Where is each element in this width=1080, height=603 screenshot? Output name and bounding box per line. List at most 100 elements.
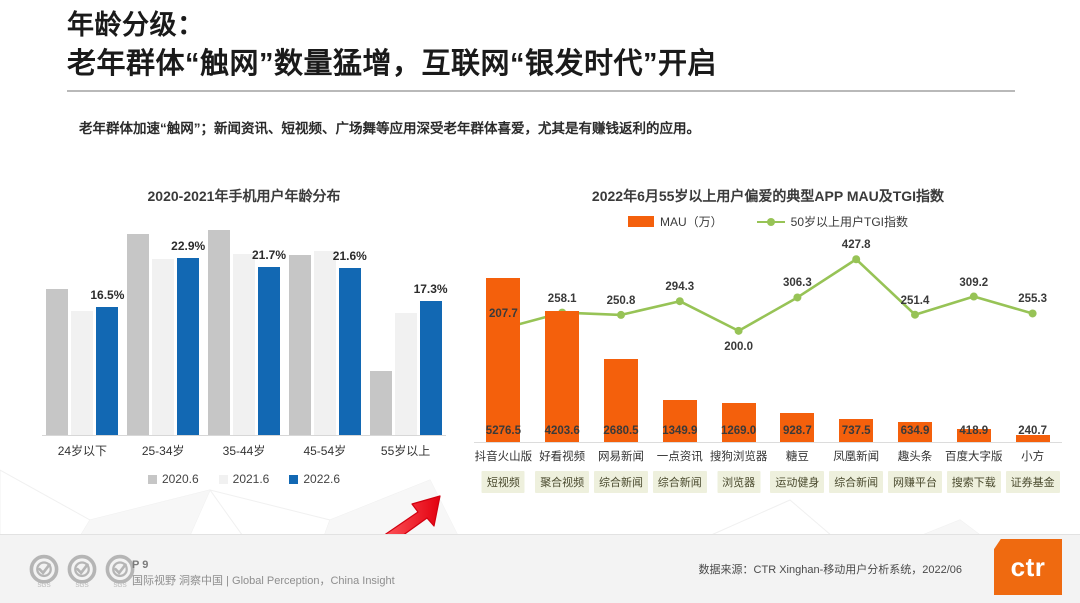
page-number: P 9 bbox=[132, 559, 149, 571]
tgi-point-10 bbox=[1028, 309, 1037, 318]
age-axis-label-5: 55岁以上 bbox=[380, 444, 431, 458]
footer-text-block: P 9 国际视野 洞察中国 | Global Perception，China … bbox=[132, 558, 395, 589]
sgs-check-icon: SGS bbox=[67, 554, 97, 589]
mau-bar-4 bbox=[662, 400, 697, 442]
app-category-chip-4: 综合新闻 bbox=[652, 471, 707, 493]
footer-tagline: 国际视野 洞察中国 | Global Perception，China Insi… bbox=[132, 575, 395, 587]
mau-bar-8 bbox=[898, 422, 932, 442]
legend-swatch-icon bbox=[289, 474, 299, 484]
legend-label-tgi: 50岁以上用户TGI指数 bbox=[790, 215, 909, 229]
age-axis-label-4: 45-54岁 bbox=[303, 444, 347, 458]
chart-title-age-distribution: 2020-2021年手机用户年龄分布 bbox=[147, 188, 341, 204]
app-name-label-3: 网易新闻 bbox=[598, 451, 644, 463]
sgs-check-icon: SGS bbox=[29, 554, 59, 589]
age-bar-value-label: 21.6% bbox=[332, 248, 367, 263]
app-chart-plot-area: 5276.5 4203.6 2680.5 1349.9 1269.0 928.7 737.5… bbox=[474, 238, 1062, 443]
age-chart-axis-line bbox=[42, 435, 446, 436]
tgi-value-label: 427.8 bbox=[841, 239, 871, 252]
mau-bar-6 bbox=[780, 413, 815, 442]
mau-bar-10 bbox=[1015, 434, 1050, 442]
app-category-chip-1: 短视频 bbox=[481, 471, 525, 493]
age-group-2: 22.9% bbox=[127, 222, 205, 435]
mau-bar-value-label: 2680.5 bbox=[603, 425, 639, 437]
age-bar-2021-6 bbox=[313, 251, 336, 435]
slide-title-block: 年龄分级： 老年群体“触网”数量猛增，互联网“银发时代”开启 bbox=[67, 8, 1017, 83]
legend-swatch-icon bbox=[147, 474, 157, 484]
age-axis-label-2: 25-34岁 bbox=[141, 444, 185, 458]
app-chart-axis-line bbox=[474, 442, 1062, 443]
app-name-label-9: 百度大字版 bbox=[945, 451, 1003, 463]
age-bar-2020-6 bbox=[288, 255, 311, 435]
tgi-value-label: 294.3 bbox=[665, 281, 695, 294]
legend-swatch-line-icon bbox=[756, 216, 785, 227]
tgi-value-label: 306.3 bbox=[783, 277, 812, 290]
tgi-point-7 bbox=[852, 255, 861, 264]
mau-bar-5 bbox=[721, 402, 756, 442]
sgs-check-icon: SGS bbox=[105, 554, 135, 589]
mau-bar-2 bbox=[545, 311, 580, 442]
chart-app-mau-tgi: 2022年6月55岁以上用户偏爱的典型APP MAU及TGI指数 MAU（万） … bbox=[468, 186, 1068, 506]
age-bar-2021-6 bbox=[71, 311, 94, 435]
age-bar-2020-6 bbox=[127, 233, 150, 435]
app-category-chip-9: 搜索下载 bbox=[946, 471, 1001, 493]
mau-bar-value-label: 737.5 bbox=[841, 425, 871, 437]
app-name-label-4: 一点资讯 bbox=[656, 451, 703, 463]
tgi-point-9 bbox=[969, 292, 978, 301]
mau-bar-1 bbox=[486, 277, 521, 442]
age-group-4: 21.6% bbox=[288, 222, 367, 435]
tgi-value-label: 255.3 bbox=[1018, 293, 1047, 306]
age-bar-2022-6 bbox=[177, 257, 200, 435]
mau-bar-3 bbox=[604, 358, 638, 442]
legend-label-mau: MAU（万） bbox=[659, 215, 723, 229]
ctr-logo: ctr bbox=[994, 539, 1062, 595]
age-bar-value-label: 16.5% bbox=[90, 288, 125, 303]
mau-bar-value-label: 418.9 bbox=[959, 425, 989, 437]
tgi-value-label: 250.8 bbox=[606, 294, 636, 307]
tgi-value-label: 309.2 bbox=[959, 276, 989, 289]
chart-title-app-mau-tgi: 2022年6月55岁以上用户偏爱的典型APP MAU及TGI指数 bbox=[591, 188, 945, 204]
legend-label: 2022.6 bbox=[303, 472, 341, 486]
age-axis-label-3: 35-44岁 bbox=[222, 444, 266, 458]
mau-bar-value-label: 240.7 bbox=[1018, 425, 1047, 437]
svg-text:SGS: SGS bbox=[75, 582, 88, 589]
legend-label: 2021.6 bbox=[232, 472, 270, 486]
legend-swatch-icon bbox=[218, 474, 228, 484]
page-title-line1: 年龄分级： bbox=[67, 10, 205, 40]
age-bar-2020-6 bbox=[46, 288, 69, 435]
tgi-point-4 bbox=[675, 297, 684, 306]
legend-label: 2020.6 bbox=[161, 472, 199, 486]
age-bar-2020-6 bbox=[208, 229, 230, 435]
legend-item-mau: MAU（万） bbox=[627, 213, 723, 230]
age-bar-value-label: 22.9% bbox=[171, 238, 206, 253]
footer-band bbox=[0, 535, 1080, 603]
svg-text:SGS: SGS bbox=[113, 582, 126, 589]
tgi-point-3 bbox=[617, 310, 625, 319]
mau-bar-value-label: 928.7 bbox=[783, 425, 812, 437]
data-source-note: 数据来源：CTR Xinghan-移动用户分析系统，2022/06 bbox=[698, 564, 962, 576]
mau-bar-value-label: 1349.9 bbox=[662, 425, 698, 437]
legend-swatch-bar-icon bbox=[627, 216, 654, 227]
app-category-chip-2: 聚合视频 bbox=[535, 471, 590, 493]
age-bar-2022-6 bbox=[338, 267, 361, 435]
lead-paragraph: 老年群体加速“触网”；新闻资讯、短视频、广场舞等应用深受老年群体喜爱，尤其是有赚… bbox=[79, 121, 700, 136]
age-bar-2022-6 bbox=[96, 307, 119, 435]
tgi-point-5 bbox=[734, 326, 743, 335]
app-name-label-6: 糖豆 bbox=[785, 451, 809, 463]
app-name-label-8: 趣头条 bbox=[897, 451, 933, 463]
mau-bar-9 bbox=[956, 428, 991, 442]
age-chart-plot-area: 16.5% 22.9% 21.7% 21.6% 17.3% bbox=[42, 222, 448, 436]
age-group-1: 16.5% bbox=[46, 222, 124, 435]
age-bar-2021-6 bbox=[152, 259, 175, 435]
mau-bar-value-label: 4203.6 bbox=[544, 425, 580, 437]
tgi-polyline bbox=[503, 257, 1033, 333]
app-category-chip-7: 综合新闻 bbox=[829, 471, 884, 493]
app-name-label-7: 凤凰新闻 bbox=[833, 451, 880, 463]
mau-bar-value-label: 1269.0 bbox=[721, 425, 757, 437]
mau-bar-value-label: 5276.5 bbox=[485, 425, 521, 437]
tgi-value-label: 258.1 bbox=[547, 292, 577, 305]
age-group-3: 21.7% bbox=[208, 222, 286, 435]
age-bar-value-label: 17.3% bbox=[413, 282, 448, 297]
age-legend-item-2020-6: 2020.6 bbox=[147, 472, 199, 486]
tgi-value-label: 200.0 bbox=[724, 340, 753, 353]
